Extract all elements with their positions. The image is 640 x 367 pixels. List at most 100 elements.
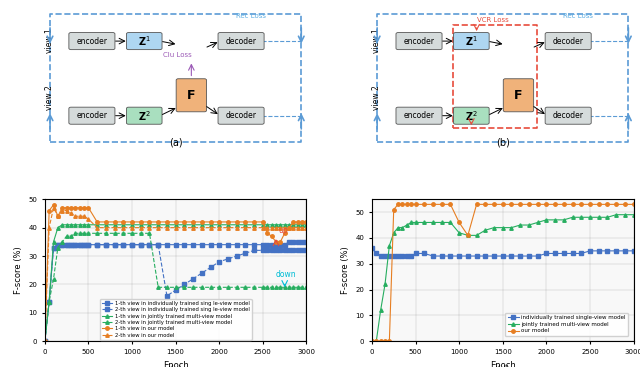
2-th view in our model: [289, 225, 297, 230]
our model: [543, 202, 550, 207]
1-th view in our model: [264, 231, 271, 236]
2-th view in our model: [45, 225, 53, 230]
2-th view in individually trained sing le-view model: [72, 243, 79, 247]
individually trained single-view model: [499, 254, 507, 258]
1-th view in individually trained sing le-view model: [298, 240, 306, 244]
our model: [612, 202, 620, 207]
1-th view in our model: [172, 220, 179, 224]
Line: 2-th view in individually trained sing le-view model: 2-th view in individually trained sing l…: [43, 243, 308, 343]
our model: [569, 202, 577, 207]
2-th view in individually trained sing le-view model: [180, 282, 188, 287]
2-th view in jointly trained multi-view model: [54, 245, 61, 250]
1-th view in individually trained sing le-view model: [259, 243, 267, 247]
2-th view in jointly trained multi-view model: [111, 231, 118, 236]
1-th view in jointly trained multi-view model: [63, 222, 70, 227]
jointly trained multi-view model: [630, 212, 637, 217]
FancyBboxPatch shape: [218, 107, 264, 124]
1-th view in jointly trained multi-view model: [259, 222, 267, 227]
2-th view in individually trained sing le-view model: [276, 248, 284, 252]
1-th view in individually trained sing le-view model: [41, 339, 49, 344]
1-th view in jointly trained multi-view model: [76, 222, 84, 227]
2-th view in jointly trained multi-view model: [63, 234, 70, 238]
jointly trained multi-view model: [455, 230, 463, 235]
1-th view in our model: [111, 220, 118, 224]
individually trained single-view model: [569, 251, 577, 256]
2-th view in individually trained sing le-view model: [285, 248, 293, 252]
individually trained single-view model: [586, 249, 594, 253]
Text: (d): (d): [496, 364, 509, 367]
individually trained single-view model: [473, 254, 481, 258]
1-th view in jointly trained multi-view model: [120, 222, 127, 227]
Text: decoder: decoder: [225, 111, 257, 120]
Text: $\mathbf{Z}^1$: $\mathbf{Z}^1$: [138, 34, 150, 48]
our model: [630, 202, 637, 207]
2-th view in individually trained sing le-view model: [264, 248, 271, 252]
2-th view in jointly trained multi-view model: [50, 277, 58, 281]
individually trained single-view model: [420, 251, 428, 256]
individually trained single-view model: [508, 254, 515, 258]
Line: 1-th view in jointly trained multi-view model: 1-th view in jointly trained multi-view …: [43, 223, 308, 343]
2-th view in individually trained sing le-view model: [172, 288, 179, 292]
2-th view in individually trained sing le-view model: [137, 243, 145, 247]
2-th view in our model: [216, 225, 223, 230]
1-th view in jointly trained multi-view model: [216, 222, 223, 227]
Line: 2-th view in jointly trained multi-view model: 2-th view in jointly trained multi-view …: [43, 232, 308, 343]
1-th view in our model: [41, 339, 49, 344]
FancyBboxPatch shape: [396, 107, 442, 124]
2-th view in jointly trained multi-view model: [285, 285, 293, 290]
1-th view in our model: [189, 220, 197, 224]
2-th view in individually trained sing le-view model: [50, 245, 58, 250]
Text: up: up: [278, 226, 289, 235]
Text: view 2: view 2: [372, 86, 381, 110]
2-th view in jointly trained multi-view model: [224, 285, 232, 290]
our model: [429, 202, 437, 207]
2-th view in our model: [63, 208, 70, 213]
2-th view in individually trained sing le-view model: [67, 243, 75, 247]
1-th view in our model: [233, 220, 241, 224]
1-th view in our model: [76, 206, 84, 210]
individually trained single-view model: [525, 254, 532, 258]
2-th view in our model: [80, 214, 88, 218]
jointly trained multi-view model: [420, 220, 428, 225]
our model: [464, 233, 472, 237]
2-th view in individually trained sing le-view model: [102, 243, 109, 247]
Text: Clu Loss: Clu Loss: [163, 52, 191, 58]
2-th view in jointly trained multi-view model: [84, 231, 92, 236]
2-th view in our model: [93, 225, 101, 230]
1-th view in our model: [146, 220, 154, 224]
individually trained single-view model: [490, 254, 498, 258]
1-th view in individually trained sing le-view model: [128, 243, 136, 247]
Y-axis label: F-score (%): F-score (%): [340, 246, 349, 294]
FancyBboxPatch shape: [69, 33, 115, 50]
2-th view in individually trained sing le-view model: [241, 251, 249, 255]
2-th view in our model: [154, 225, 162, 230]
1-th view in our model: [268, 234, 275, 238]
1-th view in individually trained sing le-view model: [207, 243, 214, 247]
jointly trained multi-view model: [499, 225, 507, 230]
our model: [412, 202, 419, 207]
X-axis label: Epoch: Epoch: [490, 360, 516, 367]
1-th view in our model: [198, 220, 205, 224]
1-th view in our model: [45, 208, 53, 213]
1-th view in individually trained sing le-view model: [216, 243, 223, 247]
1-th view in our model: [137, 220, 145, 224]
2-th view in jointly trained multi-view model: [93, 231, 101, 236]
1-th view in individually trained sing le-view model: [50, 245, 58, 250]
our model: [377, 339, 385, 344]
jointly trained multi-view model: [377, 308, 385, 313]
1-th view in our model: [50, 203, 58, 207]
our model: [595, 202, 602, 207]
individually trained single-view model: [394, 254, 402, 258]
our model: [399, 202, 406, 207]
Text: down: down: [276, 270, 296, 279]
2-th view in jointly trained multi-view model: [264, 285, 271, 290]
FancyBboxPatch shape: [503, 79, 534, 112]
1-th view in individually trained sing le-view model: [289, 240, 297, 244]
2-th view in our model: [198, 225, 205, 230]
individually trained single-view model: [372, 251, 380, 256]
2-th view in our model: [41, 339, 49, 344]
jointly trained multi-view model: [381, 282, 389, 287]
2-th view in our model: [272, 225, 280, 230]
2-th view in jointly trained multi-view model: [146, 231, 154, 236]
individually trained single-view model: [560, 251, 568, 256]
